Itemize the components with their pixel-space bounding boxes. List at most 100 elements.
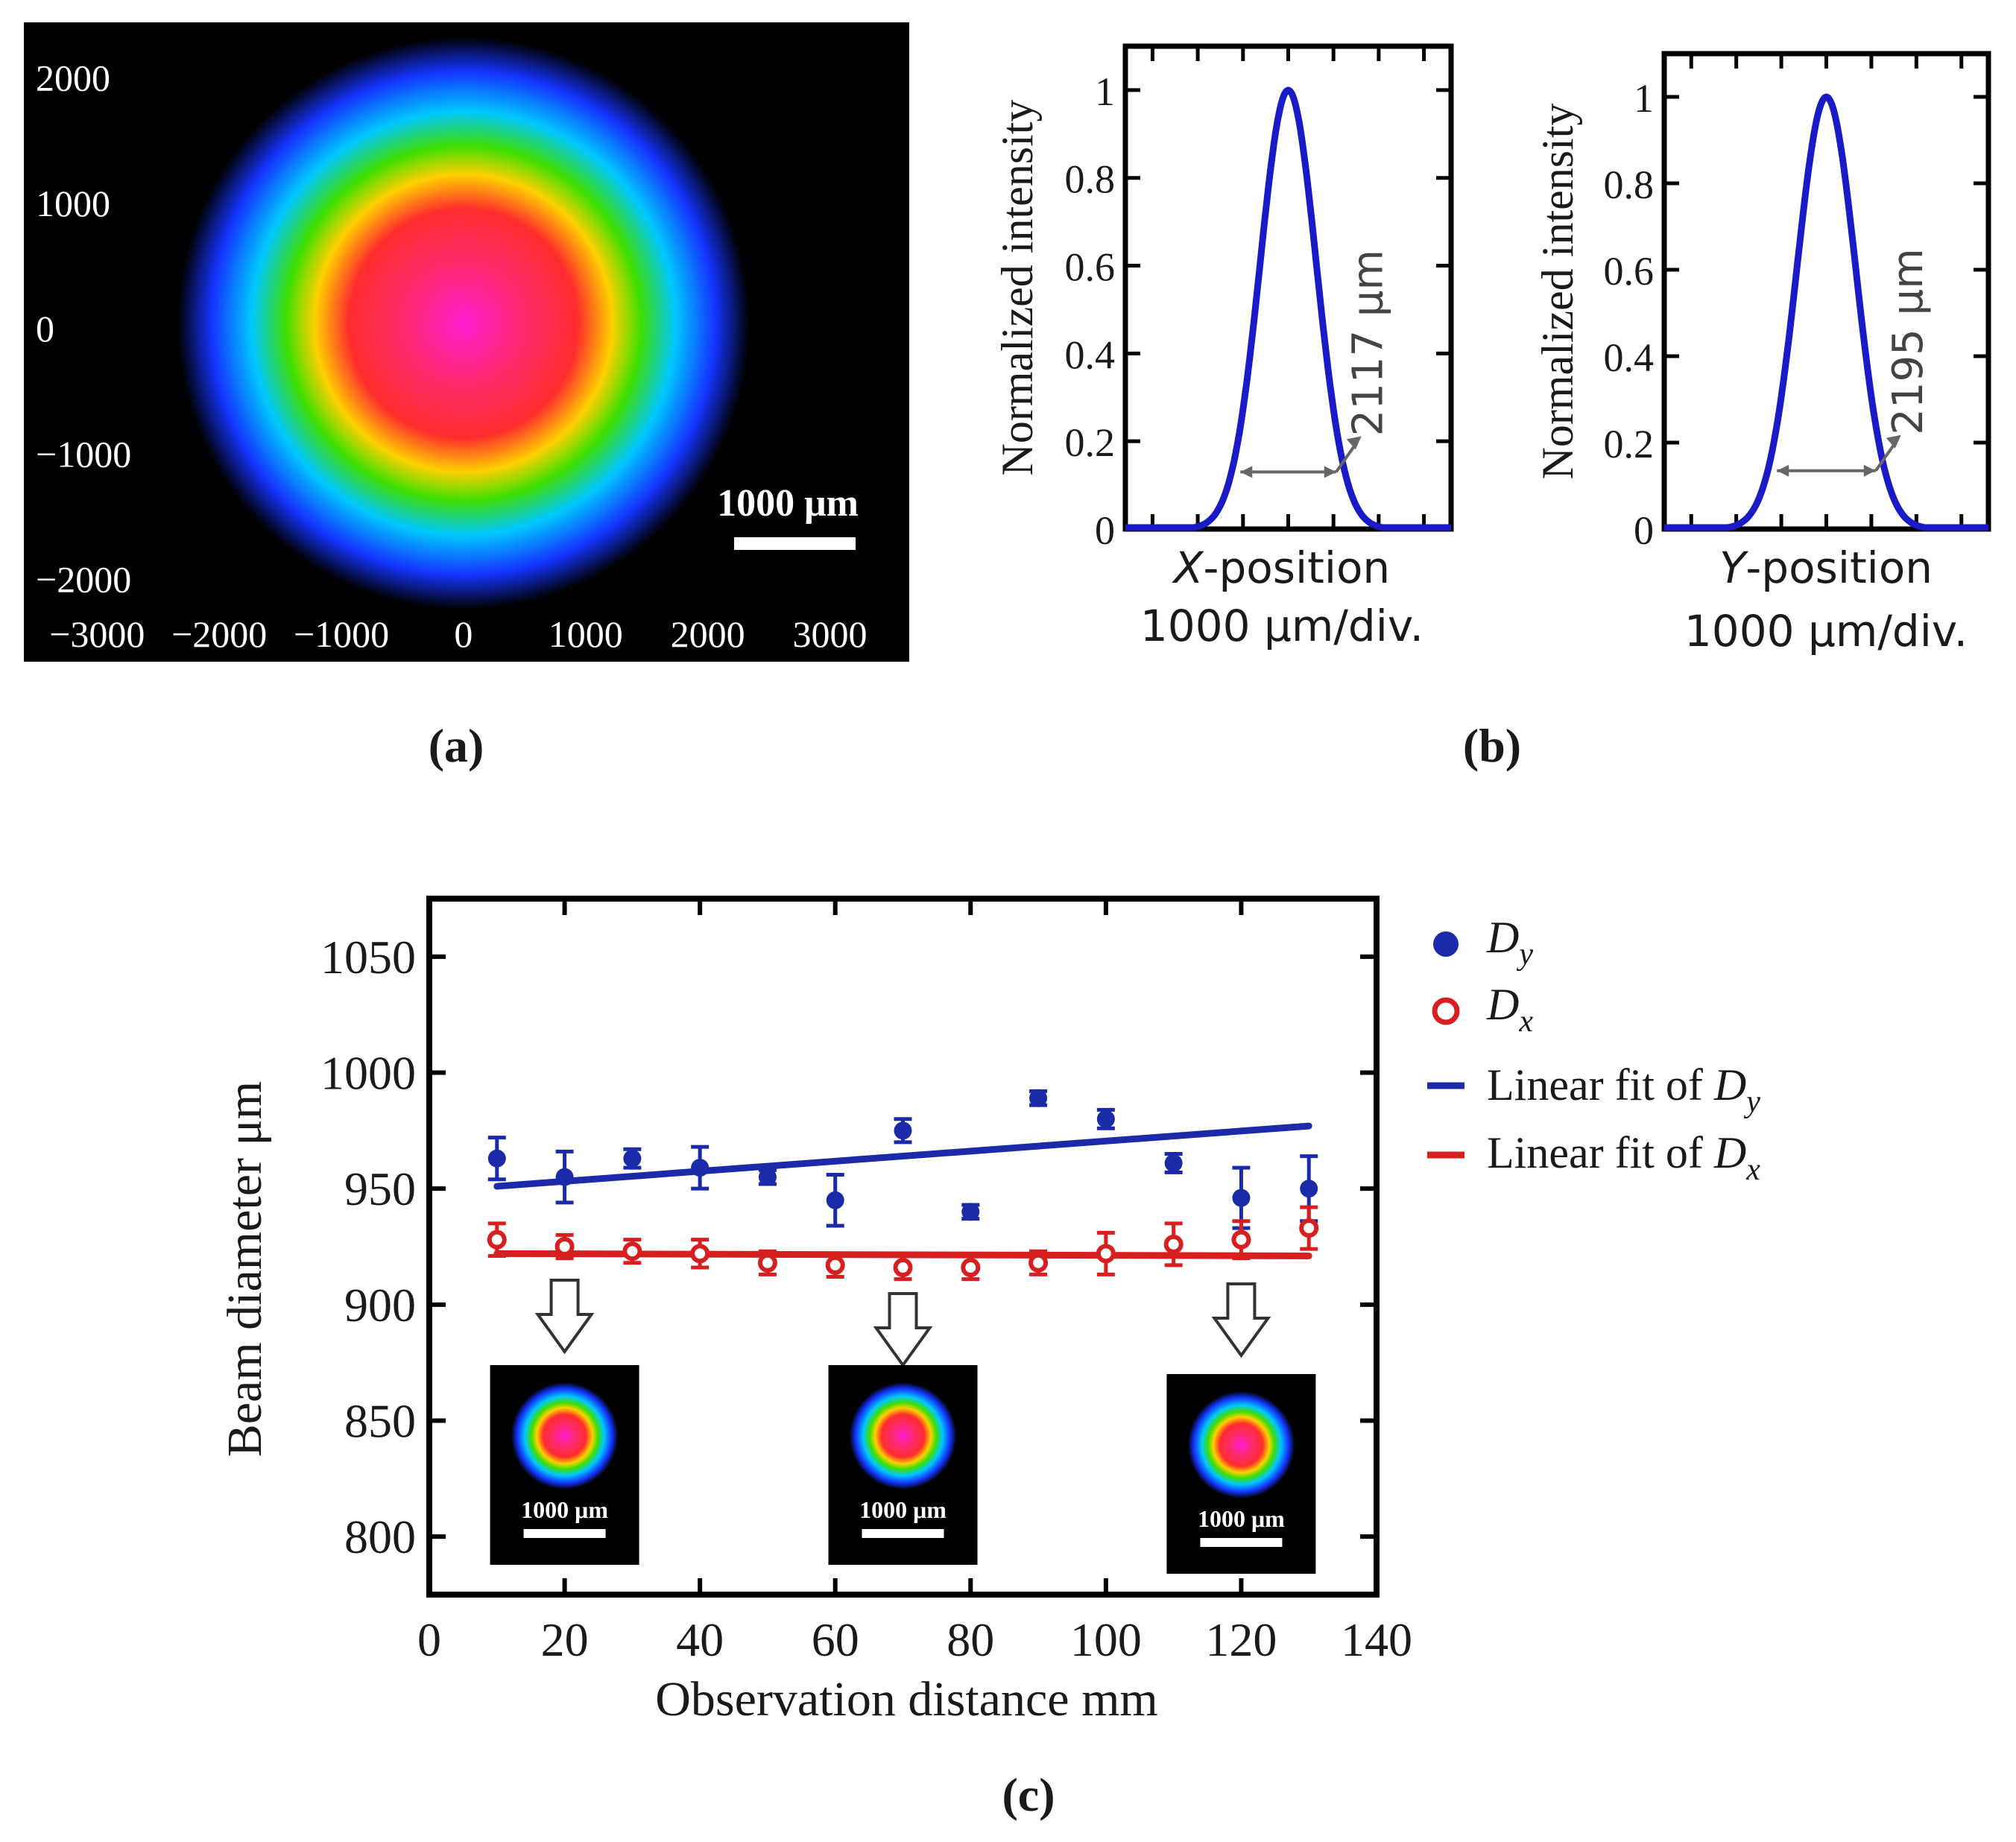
data-point-dy — [691, 1159, 710, 1177]
panel-c-beam-diameter-chart: 800 850 900 950 1000 1050 0 20 40 60 80 100 120 140 Ob… — [218, 896, 1412, 1727]
ytick-label: 900 — [344, 1279, 416, 1332]
data-point-dy — [1164, 1153, 1183, 1172]
legend-marker-dx — [1432, 997, 1460, 1025]
ytick-label: 0 — [1095, 508, 1115, 553]
inset-beam — [849, 1382, 957, 1490]
a-xtick-label: −3000 — [49, 613, 145, 655]
xtick-label: 100 — [1070, 1613, 1142, 1666]
data-point-dx — [825, 1255, 845, 1275]
legend-label-dy: Dy — [1486, 913, 1533, 972]
a-ytick-label: 2000 — [36, 57, 110, 99]
inset-scale-label: 1000 μm — [521, 1496, 608, 1523]
data-point-dy — [623, 1149, 642, 1168]
data-point-dy — [961, 1203, 980, 1221]
xtick-label: 40 — [676, 1613, 724, 1666]
legend-label-fit-dx: Linear fit of Dx — [1487, 1128, 1760, 1187]
a-xtick-label: −2000 — [171, 613, 267, 655]
a-ytick-label: 1000 — [36, 183, 110, 224]
ytick-label: 0.2 — [1604, 422, 1655, 466]
data-point-dx — [690, 1244, 710, 1264]
inset-scale-label: 1000 μm — [1198, 1505, 1285, 1532]
data-point-dy — [555, 1168, 574, 1186]
panel-b-x-profile: 0 0.2 0.4 0.6 0.8 1 2117 μm Normalized intensit… — [993, 43, 1454, 651]
ytick-label: 0.8 — [1065, 157, 1116, 202]
plot-frame — [1661, 51, 1991, 532]
a-ytick-label: −1000 — [36, 433, 131, 475]
a-xtick-label: −1000 — [294, 613, 389, 655]
ytick-label: 1 — [1634, 76, 1654, 121]
data-point-dx — [1231, 1229, 1251, 1250]
inset-scale-bar — [523, 1529, 606, 1538]
width-label: 2117 μm — [1344, 250, 1393, 437]
width-label-leader-head — [1886, 434, 1901, 449]
data-point-dx — [622, 1241, 642, 1262]
ytick-label: 0.6 — [1604, 249, 1655, 294]
inset-arrow — [1211, 1282, 1271, 1358]
xlabel-italic: Y — [1719, 542, 1749, 593]
data-point-dy — [1096, 1110, 1115, 1128]
ytick-label: 0.4 — [1604, 335, 1655, 380]
data-point-dx — [1163, 1234, 1184, 1254]
caption-b: (b) — [1463, 719, 1521, 772]
legend-label-dx: Dx — [1486, 980, 1533, 1039]
profile-curve — [1662, 93, 1991, 531]
data-point-dx — [893, 1258, 913, 1278]
data-point-dy — [894, 1121, 912, 1140]
ytick-label: 950 — [344, 1162, 416, 1215]
data-point-dx — [554, 1237, 575, 1256]
ylabel: Beam diameter μm — [218, 1081, 272, 1458]
ytick-label: 800 — [344, 1510, 416, 1563]
ytick-label: 850 — [344, 1395, 416, 1448]
caption-c: (c) — [1002, 1768, 1055, 1821]
caption-a: (a) — [429, 719, 484, 772]
data-point-dx — [961, 1258, 981, 1278]
a-xtick-label: 0 — [454, 613, 473, 655]
ytick-label: 0 — [1634, 508, 1654, 553]
ytick-label: 1000 — [320, 1047, 416, 1100]
scale-bar-label: 1000 μm — [717, 482, 859, 525]
inset-arrow — [534, 1279, 595, 1355]
xunit-label: 1000 μm/div. — [1140, 601, 1423, 651]
ytick-label: 1 — [1095, 69, 1115, 114]
width-arrow-head-left — [1240, 466, 1253, 478]
a-xtick-label: 3000 — [792, 613, 867, 655]
xtick-label: 20 — [541, 1613, 589, 1666]
xtick-label: 140 — [1341, 1613, 1412, 1666]
ylabel: Normalized intensity — [1533, 104, 1582, 480]
data-point-dx — [1096, 1244, 1116, 1264]
xtick-label: 60 — [812, 1613, 859, 1666]
ylabel: Normalized intensity — [993, 100, 1042, 476]
xlabel: X-position — [1172, 542, 1390, 593]
data-point-dy — [758, 1168, 777, 1186]
width-arrow-head-right — [1863, 464, 1876, 477]
xlabel-italic: X — [1172, 542, 1204, 593]
xlabel-rest: -position — [1745, 542, 1933, 593]
inset-beam — [511, 1382, 619, 1490]
a-ytick-label: −2000 — [36, 559, 131, 601]
xtick-label: 80 — [947, 1613, 994, 1666]
xlabel: Observation distance mm — [655, 1672, 1158, 1727]
inset-scale-bar — [862, 1529, 944, 1538]
panel-a: 2000 1000 0 −1000 −2000 −3000 −2000 −1000 0 1000… — [24, 22, 909, 662]
width-label: 2195 μm — [1884, 248, 1933, 435]
width-arrow-head-left — [1777, 464, 1789, 477]
xtick-label: 120 — [1205, 1613, 1277, 1666]
legend-label-fit-dy: Linear fit of Dy — [1487, 1060, 1760, 1119]
panel-b-y-profile: 0 0.2 0.4 0.6 0.8 1 2195 μm Normalized intensit… — [1533, 51, 1991, 656]
data-point-dy — [1232, 1189, 1251, 1207]
plot-frame — [1122, 43, 1454, 532]
plot-frame — [426, 896, 1380, 1598]
xtick-label: 0 — [417, 1613, 441, 1666]
data-point-dy — [487, 1149, 506, 1168]
a-xtick-label: 2000 — [671, 613, 745, 655]
width-arrow-head-right — [1324, 466, 1336, 478]
data-point-dx — [487, 1229, 507, 1250]
ytick-label: 1050 — [320, 931, 416, 984]
ytick-label: 0.4 — [1065, 332, 1116, 377]
a-ytick-label: 0 — [36, 308, 54, 349]
data-point-dx — [1299, 1218, 1319, 1238]
inset-scale-label: 1000 μm — [859, 1496, 947, 1523]
xlabel: Y-position — [1719, 542, 1933, 593]
data-point-dy — [1300, 1180, 1318, 1198]
